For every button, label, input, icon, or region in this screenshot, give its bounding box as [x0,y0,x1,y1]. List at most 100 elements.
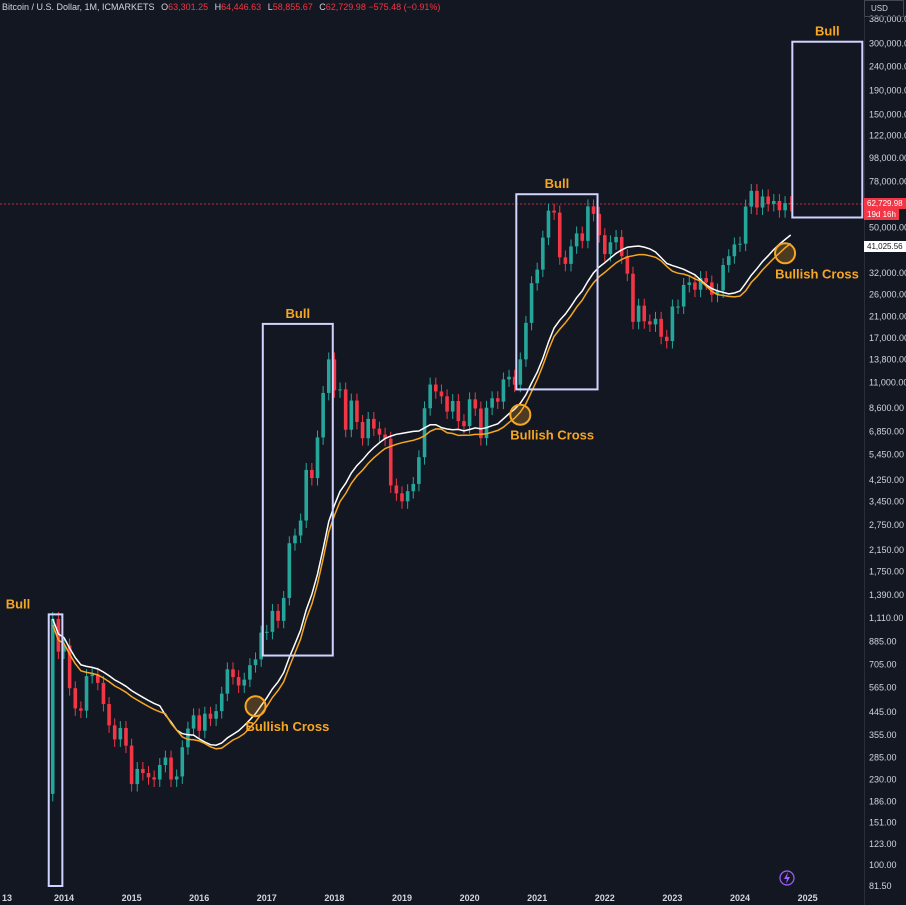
candle-body [422,408,427,458]
candle-body [400,493,404,502]
candle-body [62,645,66,652]
candle-body [270,610,275,632]
candle-body [473,399,478,409]
candle-body [253,659,258,666]
y-tick-label: 355.00 [869,730,897,740]
y-tick-label: 885.00 [869,636,897,646]
countdown-tag: 19d 16h [864,209,899,220]
x-tick-label: 2020 [460,893,480,903]
y-tick-label: 240,000.00 [869,61,906,71]
y-tick-label: 8,600.00 [869,403,904,413]
candle-body [180,747,185,777]
x-tick-label: 2017 [257,893,277,903]
candle-body [608,242,613,255]
candle-body [141,768,145,774]
candle-body [321,392,325,438]
y-tick-label: 285.00 [869,753,897,763]
y-tick-label: 190,000.00 [869,85,906,95]
candle-body [79,708,83,711]
candle-body [383,434,387,439]
candle-body [411,483,416,492]
candle-body [203,713,207,731]
x-tick-label: 2023 [662,893,682,903]
candle-body [439,391,444,397]
candle-body [208,713,213,719]
bullish-cross-label: Bullish Cross [246,719,330,734]
currency-button[interactable]: USD [864,0,904,17]
candle-body [73,688,78,709]
candle-body [648,321,652,325]
candle-body [529,283,534,323]
candle-body [231,669,235,678]
y-tick-label: 186.00 [869,796,897,806]
candle-body [355,400,359,422]
y-tick-label: 2,750.00 [869,520,904,530]
y-axis-ticks: 380,000.00 300,000.00 240,000.00 190,000.00… [869,14,906,891]
bull-label: Bull [286,306,311,321]
candle-body [507,376,511,380]
x-tick-label: 2015 [122,893,142,903]
ma-fast-tag: 41,025.56 [864,241,906,252]
candle-body [597,213,601,236]
lightning-icon[interactable] [779,870,795,886]
y-tick-label: 4,250.00 [869,475,904,485]
candle-body [219,693,224,712]
y-tick-label: 98,000.00 [869,153,906,163]
y-tick-label: 50,000.00 [869,222,906,232]
candle-body [642,305,647,322]
candle-body [580,233,585,241]
close-value: 62,729.98 [325,2,366,12]
candle-body [293,535,297,544]
candle-body [631,273,635,322]
x-axis-ticks: 13 2014 2015 2016 2017 2018 2019 2020 2021 2022 20… [2,893,818,903]
candle-body [484,407,489,439]
x-tick-label: 2024 [730,893,750,903]
candle-body [281,597,286,621]
candle-body [259,632,263,660]
y-tick-label: 3,450.00 [869,497,904,507]
candle-body [118,728,123,740]
candle-body [101,682,106,705]
y-tick-label: 81.50 [869,881,892,891]
candle-body [56,618,61,652]
low-label: L [267,2,273,12]
bullish-cross-label: Bullish Cross [775,266,859,281]
candle-body [326,359,331,393]
candle-body [169,757,173,780]
candle-body [338,389,342,391]
candle-body [569,246,573,264]
y-tick-label: 230.00 [869,775,897,785]
candle-body [67,645,72,689]
candle-body [214,711,218,719]
candle-body [174,776,179,780]
candle-body [135,768,140,785]
candle-body [698,277,703,290]
candle-body [546,210,551,238]
y-tick-label: 445.00 [869,707,897,717]
candle-body [360,421,365,439]
ma-fast-line [51,234,792,746]
annotations: Bull Bull Bull Bull Bullish Cross Bullish Cro… [6,24,864,887]
candle-body [541,237,545,270]
candle-body [405,491,410,502]
candle-body [490,398,494,408]
x-tick-label: 2021 [527,893,547,903]
candle-body [197,715,201,731]
y-tick-label: 150,000.00 [869,110,906,120]
candle-body [90,674,94,677]
candle-body [445,396,449,412]
y-tick-label: 17,000.00 [869,333,906,343]
change-value: −575.48 (−0.91%) [368,2,441,12]
y-tick-label: 13,800.00 [869,354,906,364]
symbol-title[interactable]: Bitcoin / U.S. Dollar, 1M, ICMARKETS [2,2,155,12]
candle-body [743,206,748,244]
bull-label: Bull [815,24,840,39]
bull-box [515,193,599,391]
last-price-tag: 62,729.98 [864,198,906,209]
candle-body [225,669,230,694]
bullish-cross-marker [774,242,797,265]
y-tick-label: 1,110.00 [869,613,903,623]
candle-body [265,631,269,633]
low-value: 58,855.67 [272,2,313,12]
